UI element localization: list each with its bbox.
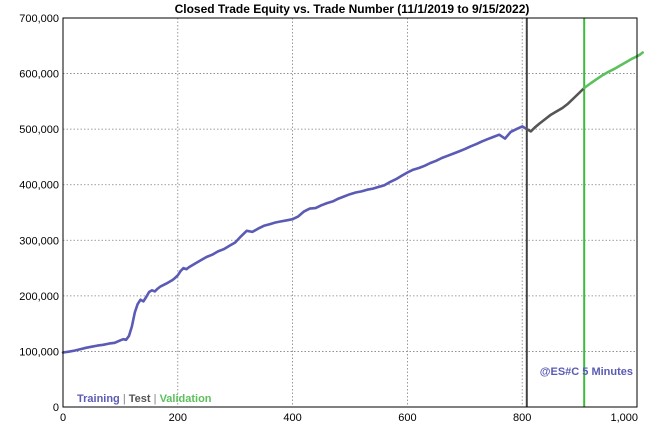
- x-tick-label: 600: [398, 412, 416, 424]
- x-tick-label: 200: [169, 412, 187, 424]
- x-tick-label: 1,000: [610, 412, 638, 424]
- y-tick-label: 600,000: [19, 69, 59, 81]
- x-tick-label: 800: [513, 412, 531, 424]
- legend-entry-validation: Validation: [160, 393, 212, 405]
- x-tick-label: 0: [60, 412, 66, 424]
- legend-entry-test: Test: [129, 393, 151, 405]
- instrument-annotation: @ES#C 5 Minutes: [540, 366, 633, 378]
- legend-separator: |: [120, 393, 129, 405]
- legend-entry-training: Training: [77, 393, 120, 405]
- legend: Training | Test | Validation: [77, 393, 212, 405]
- y-tick-label: 300,000: [19, 235, 59, 247]
- series-line-validation: [582, 51, 645, 90]
- y-tick-label: 400,000: [19, 180, 59, 192]
- x-tick-label: 400: [283, 412, 301, 424]
- y-tick-label: 100,000: [19, 346, 59, 358]
- chart-title: Closed Trade Equity vs. Trade Number (11…: [175, 2, 530, 16]
- y-tick-label: 200,000: [19, 291, 59, 303]
- y-tick-label: 500,000: [19, 124, 59, 136]
- grid-lines: [63, 18, 637, 407]
- y-tick-label: 0: [53, 402, 59, 414]
- y-tick-label: 700,000: [19, 13, 59, 25]
- segment-dividers: [525, 18, 586, 407]
- series-lines: [61, 51, 645, 354]
- axis-ticks: 0 100,000 200,000 300,000 400,000 500,000 600,…: [19, 13, 638, 424]
- legend-separator: |: [151, 393, 160, 405]
- plot-frame: [62, 17, 638, 408]
- series-line-test: [525, 86, 586, 133]
- series-line-training: [61, 125, 529, 354]
